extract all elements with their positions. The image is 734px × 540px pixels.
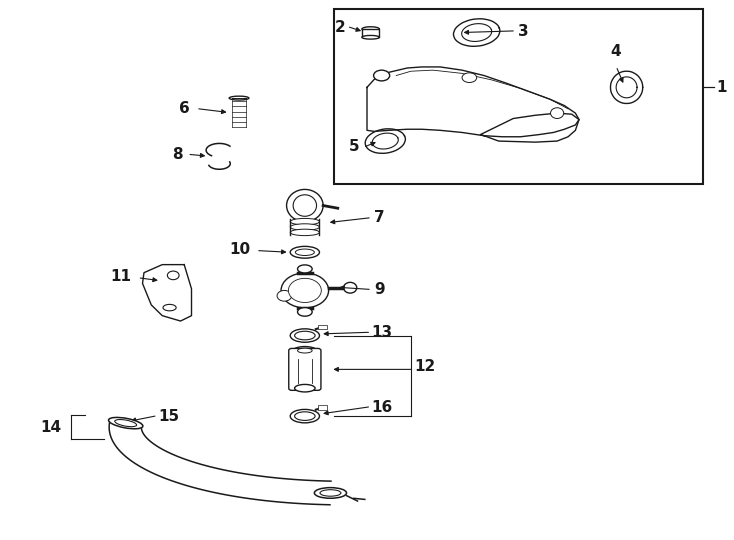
Ellipse shape [288,278,321,302]
Ellipse shape [290,329,319,342]
Ellipse shape [290,229,319,235]
Polygon shape [480,113,579,142]
FancyBboxPatch shape [288,348,321,390]
Ellipse shape [462,73,476,83]
Circle shape [167,271,179,280]
Text: 13: 13 [371,326,393,340]
Bar [318,325,327,329]
Ellipse shape [281,273,329,308]
Ellipse shape [374,70,390,81]
Ellipse shape [290,409,319,423]
Ellipse shape [362,27,379,31]
Text: 2: 2 [334,19,345,35]
Text: 15: 15 [159,409,180,423]
Ellipse shape [290,246,319,258]
Ellipse shape [229,96,249,100]
Text: 7: 7 [374,210,385,225]
Ellipse shape [297,308,312,316]
Ellipse shape [290,218,319,225]
Text: 14: 14 [40,420,62,435]
Bar [318,406,327,410]
Ellipse shape [109,417,143,429]
Ellipse shape [163,305,176,311]
Ellipse shape [294,331,315,340]
Text: 6: 6 [179,102,190,116]
Polygon shape [367,67,579,137]
Ellipse shape [294,384,315,392]
Text: 16: 16 [371,400,393,415]
Text: 11: 11 [111,269,131,285]
Text: 8: 8 [172,147,183,162]
Ellipse shape [290,224,319,230]
Ellipse shape [320,490,341,496]
Polygon shape [109,421,331,505]
Ellipse shape [293,195,316,217]
Text: 9: 9 [374,282,385,298]
Text: 10: 10 [229,242,250,257]
Circle shape [277,291,291,301]
Ellipse shape [115,420,137,427]
Ellipse shape [550,108,564,118]
Text: 1: 1 [716,80,727,95]
Ellipse shape [297,348,312,353]
Ellipse shape [344,282,357,293]
Ellipse shape [297,265,312,273]
Bar [362,29,379,37]
Ellipse shape [362,36,379,39]
Text: 4: 4 [610,44,621,59]
Ellipse shape [294,412,315,421]
Ellipse shape [293,347,316,355]
Ellipse shape [286,190,323,221]
Text: 12: 12 [415,359,436,374]
Bar [334,9,703,184]
Ellipse shape [295,249,314,255]
Text: 5: 5 [349,139,360,154]
Ellipse shape [314,488,346,498]
Polygon shape [142,265,192,321]
Text: 3: 3 [517,24,528,39]
